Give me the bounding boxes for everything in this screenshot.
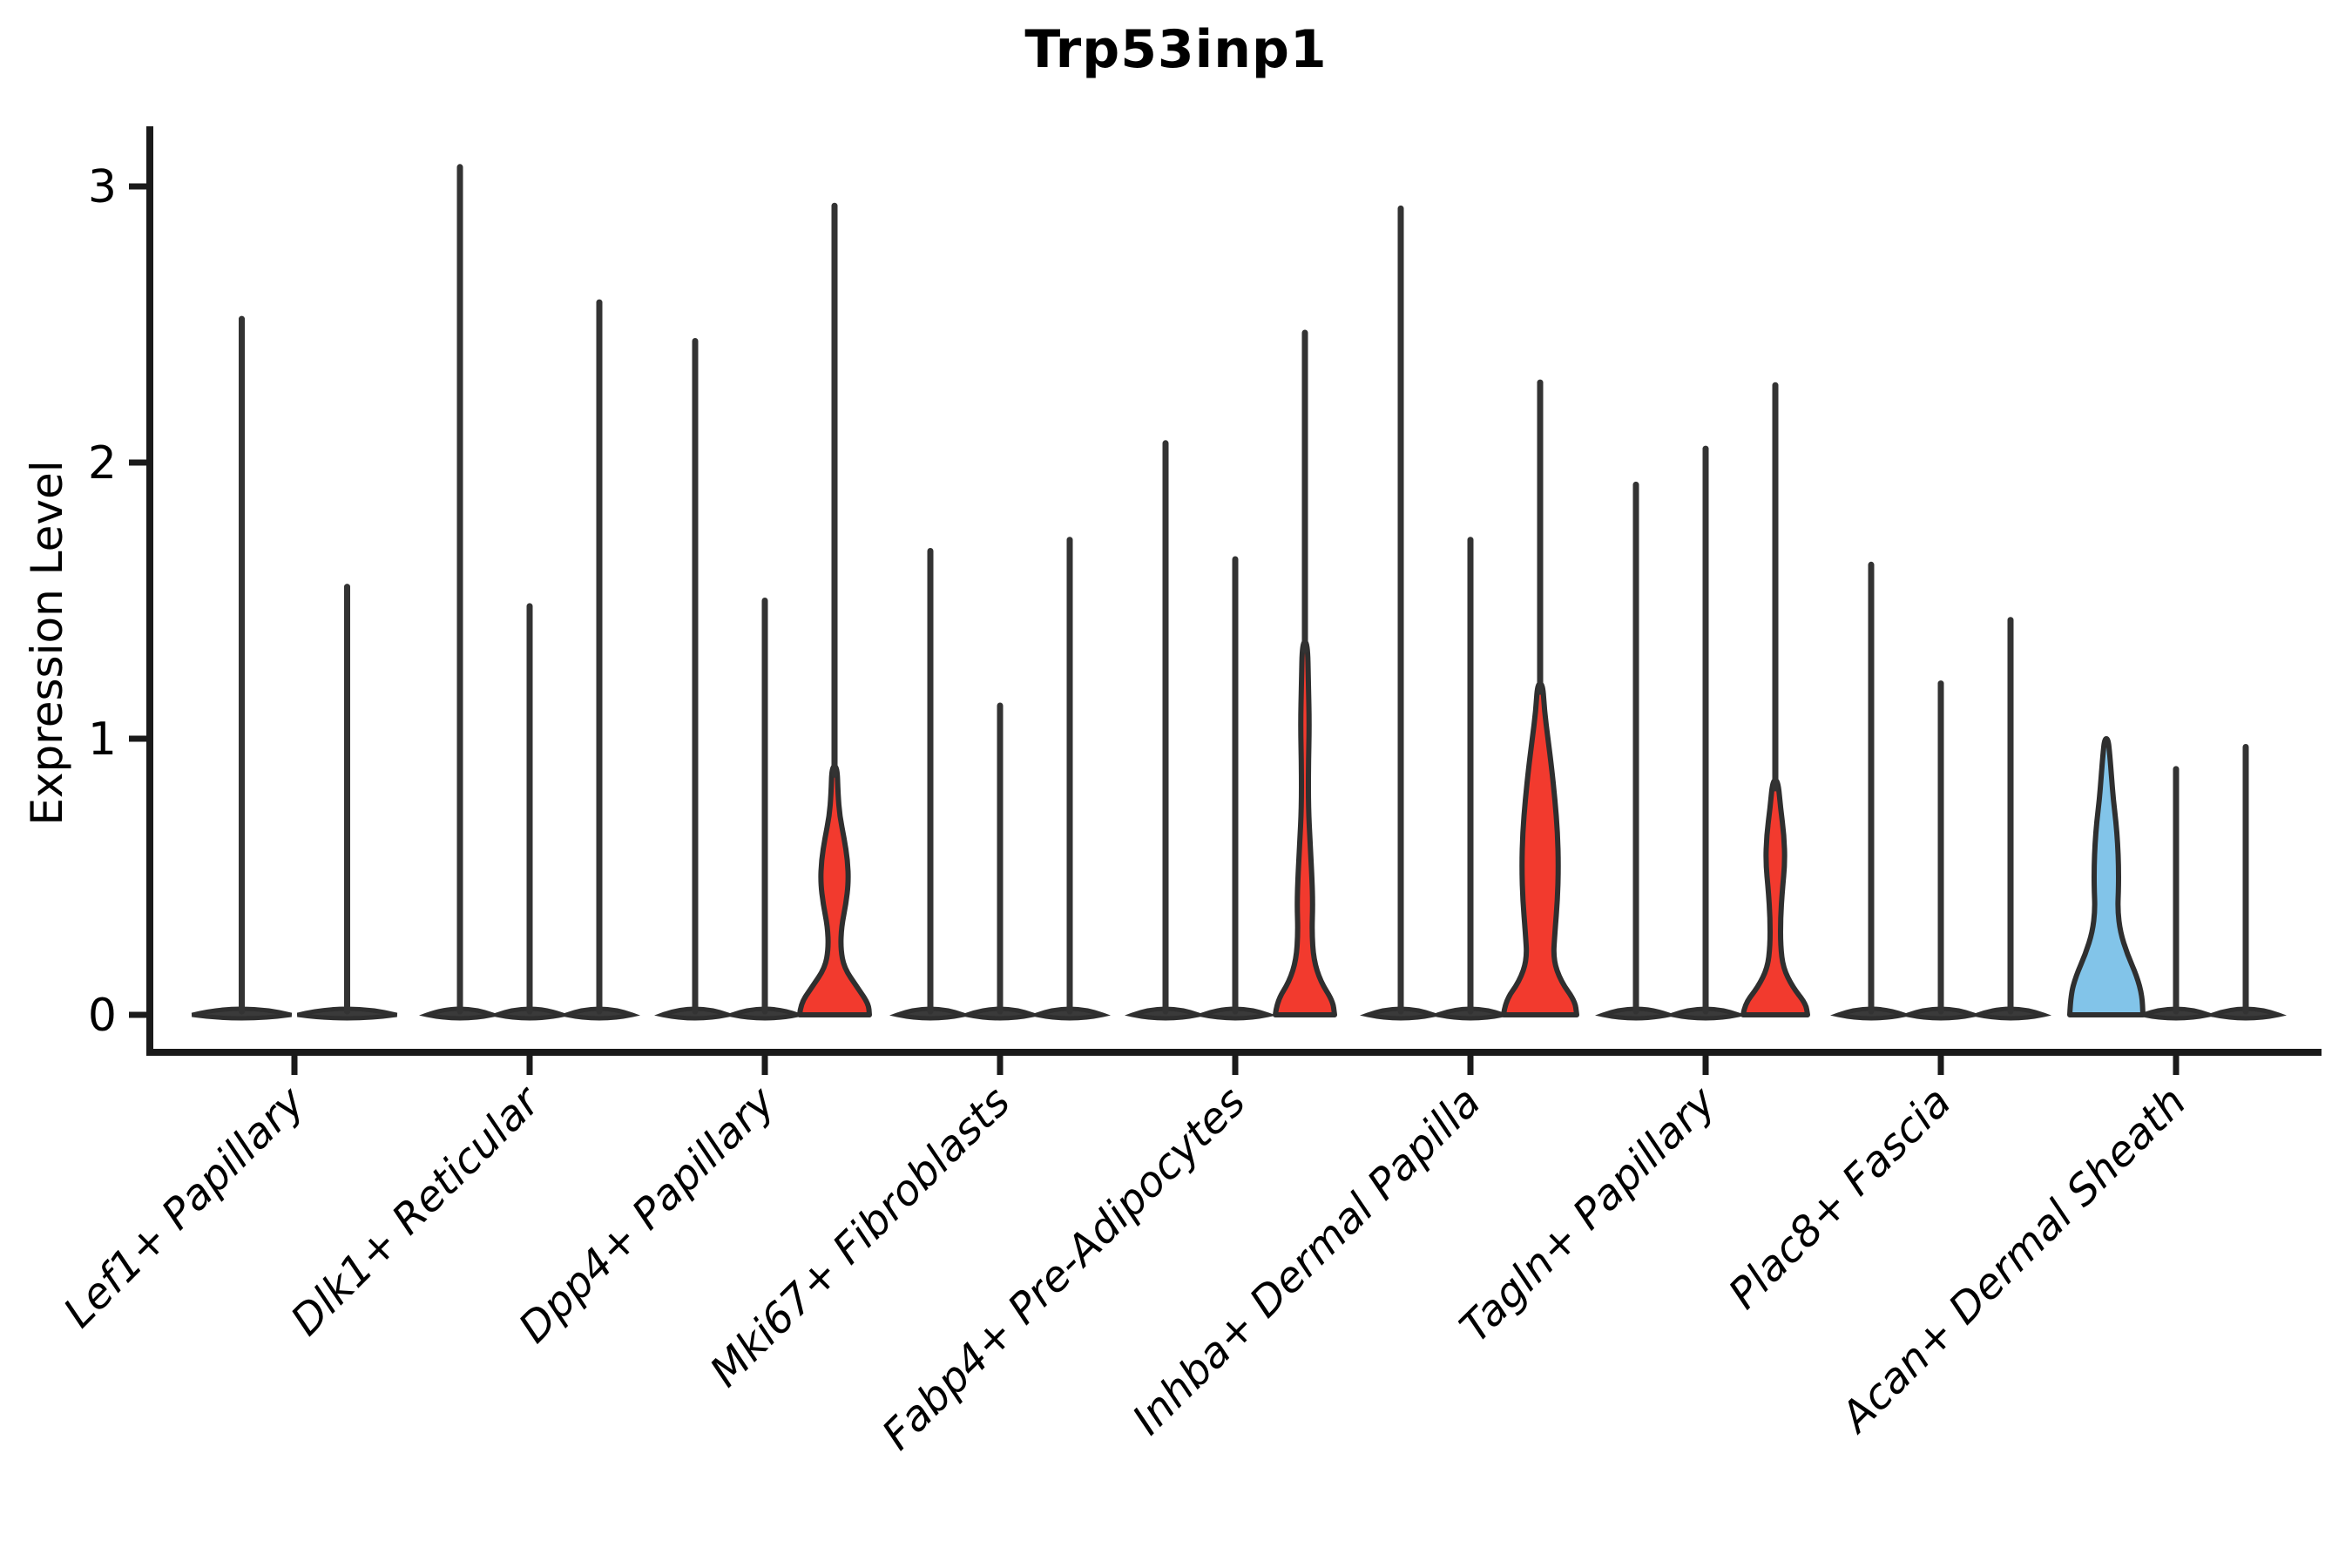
x-tick-label: Tagln+ Papillary (1450, 1077, 1726, 1352)
y-tick-label: 3 (88, 161, 117, 213)
y-tick-label: 1 (88, 713, 117, 766)
violin-red (1273, 639, 1337, 1017)
x-tick-label: Plac8+ Fascia (1720, 1078, 1961, 1319)
y-tick-label: 0 (88, 990, 117, 1042)
y-tick-label: 2 (88, 437, 117, 490)
x-tick-label: Lef1+ Papillary (54, 1077, 314, 1337)
x-tick-label: Dpp4+ Papillary (510, 1077, 785, 1352)
chart-title: Trp53inp1 (1024, 19, 1328, 80)
violin-red (797, 763, 872, 1017)
violin-red (1740, 777, 1810, 1017)
x-tick-label: Dlk1+ Reticular (281, 1076, 551, 1346)
violin-blue (2067, 736, 2146, 1017)
violin-red (1501, 680, 1579, 1017)
